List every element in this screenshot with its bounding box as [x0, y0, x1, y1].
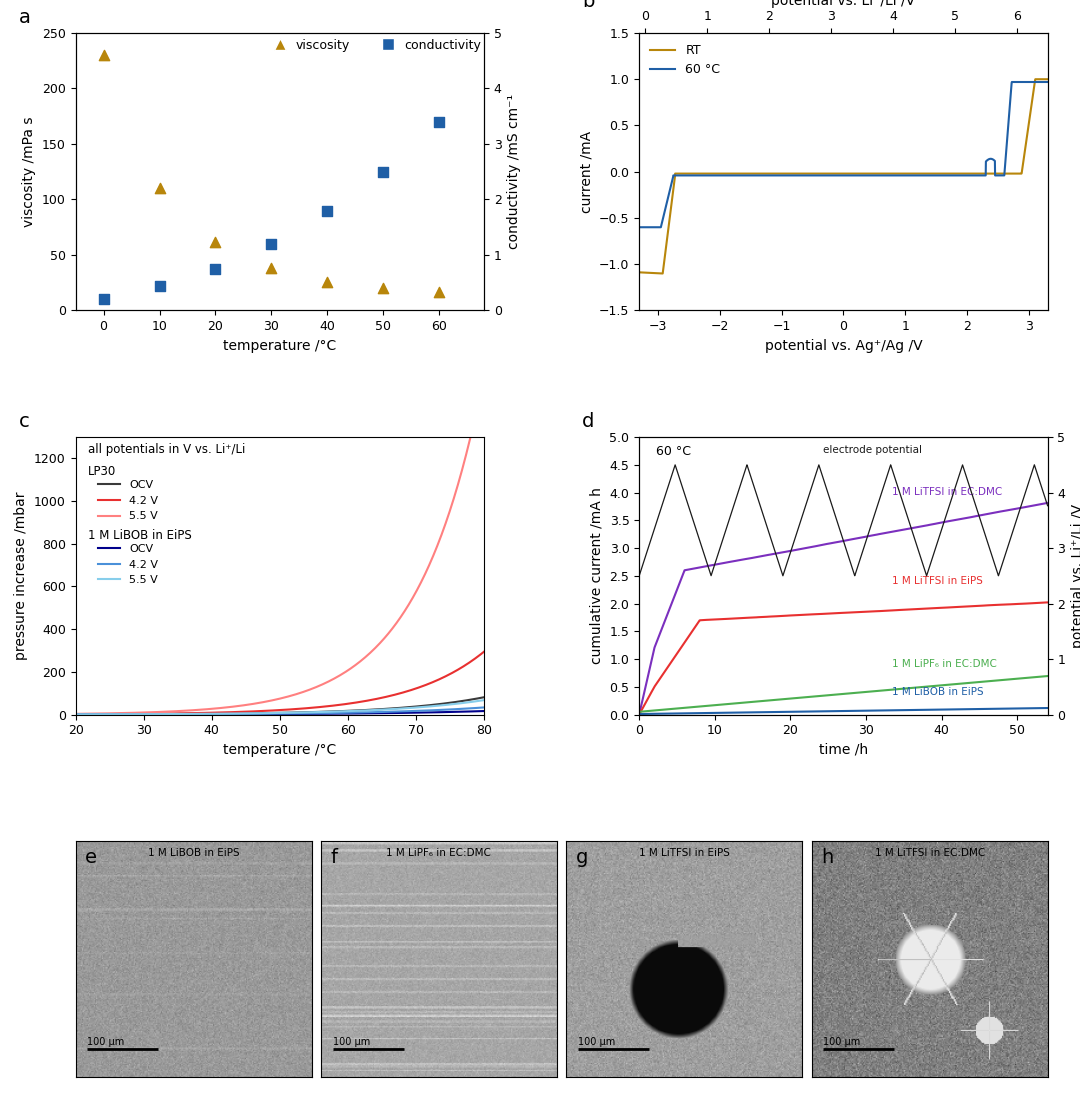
Text: 1 M LiTFSI in EC:DMC: 1 M LiTFSI in EC:DMC — [875, 848, 985, 858]
Text: electrode potential: electrode potential — [823, 445, 922, 455]
60 °C — [653, 221, 666, 234]
60 °C — [821, 169, 834, 182]
60 °C — [1029, 76, 1042, 89]
Text: e: e — [85, 848, 97, 867]
Text: d: d — [582, 412, 594, 432]
RT — [1029, 73, 1042, 86]
Line: RT: RT — [639, 79, 1048, 274]
60 °C — [1041, 76, 1054, 89]
Point — [151, 179, 168, 197]
Text: h: h — [821, 848, 834, 867]
Point — [95, 290, 112, 308]
Legend: RT, 60 °C: RT, 60 °C — [646, 40, 726, 81]
Y-axis label: conductivity /mS cm⁻¹: conductivity /mS cm⁻¹ — [508, 95, 522, 249]
Text: 1 M LiPF₆ in EC:DMC: 1 M LiPF₆ in EC:DMC — [387, 848, 491, 858]
Text: f: f — [330, 848, 337, 867]
RT — [633, 266, 646, 279]
60 °C — [633, 221, 646, 234]
Text: b: b — [582, 0, 594, 11]
RT — [1029, 73, 1042, 86]
Text: all potentials in V vs. Li⁺/Li: all potentials in V vs. Li⁺/Li — [87, 443, 245, 456]
Text: 1 M LiTFSI in EiPS: 1 M LiTFSI in EiPS — [892, 576, 983, 586]
Point — [151, 277, 168, 295]
X-axis label: time /h: time /h — [819, 743, 868, 757]
Text: 1 M LiBOB in EiPS: 1 M LiBOB in EiPS — [87, 529, 191, 542]
Point — [319, 202, 336, 220]
Text: c: c — [18, 412, 29, 432]
Point — [95, 46, 112, 64]
Y-axis label: cumulative current /mA h: cumulative current /mA h — [590, 487, 604, 664]
Point — [207, 260, 225, 278]
RT — [832, 167, 845, 180]
RT — [1041, 73, 1054, 86]
Legend: viscosity, conductivity: viscosity, conductivity — [262, 34, 486, 57]
Text: 1 M LiTFSI in EiPS: 1 M LiTFSI in EiPS — [639, 848, 730, 858]
60 °C — [955, 169, 968, 182]
Text: 1 M LiTFSI in EC:DMC: 1 M LiTFSI in EC:DMC — [892, 487, 1002, 497]
Point — [375, 163, 392, 180]
Y-axis label: potential vs. Li⁺/Li /V: potential vs. Li⁺/Li /V — [1071, 503, 1080, 648]
60 °C — [1029, 76, 1042, 89]
Text: 1 M LiPF₆ in EC:DMC: 1 M LiPF₆ in EC:DMC — [892, 659, 997, 669]
Legend: OCV, 4.2 V, 5.5 V: OCV, 4.2 V, 5.5 V — [93, 540, 162, 590]
Point — [262, 259, 280, 277]
Text: LP30: LP30 — [87, 465, 117, 478]
RT — [1029, 73, 1042, 86]
RT — [821, 167, 834, 180]
X-axis label: potential vs. Li⁺/Li /V: potential vs. Li⁺/Li /V — [771, 0, 916, 8]
Point — [207, 233, 225, 251]
Point — [319, 273, 336, 290]
Text: g: g — [576, 848, 589, 867]
Point — [431, 113, 448, 131]
Text: 100 μm: 100 μm — [578, 1037, 616, 1047]
Text: 100 μm: 100 μm — [87, 1037, 124, 1047]
Text: 1 M LiBOB in EiPS: 1 M LiBOB in EiPS — [892, 687, 984, 697]
Y-axis label: current /mA: current /mA — [579, 131, 593, 213]
60 °C — [832, 169, 845, 182]
X-axis label: temperature /°C: temperature /°C — [224, 743, 337, 757]
Point — [262, 235, 280, 253]
Line: 60 °C: 60 °C — [639, 82, 1048, 227]
Point — [375, 279, 392, 297]
RT — [657, 267, 670, 280]
Text: 60 °C: 60 °C — [656, 445, 690, 458]
Text: 1 M LiBOB in EiPS: 1 M LiBOB in EiPS — [148, 848, 240, 858]
Point — [431, 282, 448, 300]
RT — [955, 167, 968, 180]
RT — [653, 267, 666, 280]
Text: 100 μm: 100 μm — [823, 1037, 861, 1047]
Text: a: a — [18, 9, 30, 27]
Y-axis label: pressure increase /mbar: pressure increase /mbar — [14, 491, 28, 660]
60 °C — [1005, 76, 1018, 89]
X-axis label: temperature /°C: temperature /°C — [224, 338, 337, 353]
Y-axis label: viscosity /mPa s: viscosity /mPa s — [23, 116, 37, 227]
X-axis label: potential vs. Ag⁺/Ag /V: potential vs. Ag⁺/Ag /V — [765, 338, 922, 353]
Text: 100 μm: 100 μm — [333, 1037, 370, 1047]
